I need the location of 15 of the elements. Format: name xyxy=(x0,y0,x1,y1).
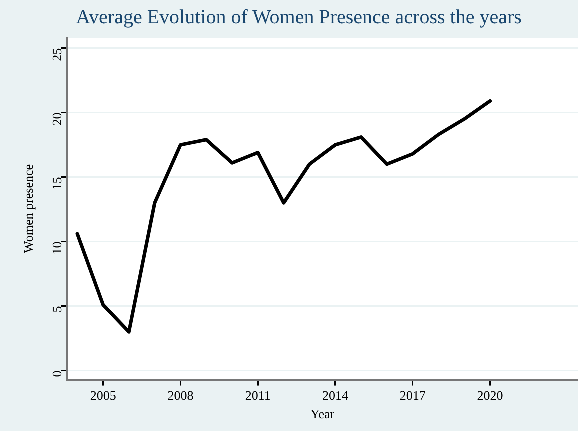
chart-title: Average Evolution of Women Presence across the years xyxy=(76,6,522,28)
y-axis-title: Women presence xyxy=(21,164,36,254)
x-axis-title: Year xyxy=(310,406,336,422)
y-tick-label: 0 xyxy=(50,370,65,378)
x-tick-label: 2005 xyxy=(90,388,116,404)
y-tick-label: 25 xyxy=(50,48,65,62)
x-tick-label: 2011 xyxy=(245,388,271,404)
x-tick-label: 2014 xyxy=(322,388,349,404)
x-tick-label: 2017 xyxy=(400,388,426,404)
x-tick-label: 2008 xyxy=(168,388,194,404)
x-tick-label: 2020 xyxy=(477,388,504,404)
y-tick-label: 20 xyxy=(50,112,65,126)
y-tick-label: 10 xyxy=(50,242,65,255)
y-tick-label: 15 xyxy=(50,177,65,190)
y-tick-label: 5 xyxy=(50,306,65,313)
